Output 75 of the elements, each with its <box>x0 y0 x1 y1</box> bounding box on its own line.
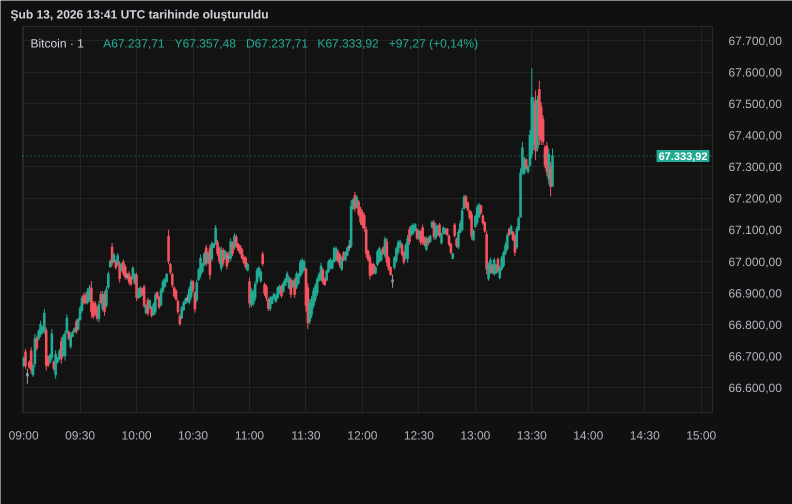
candlestick <box>248 277 251 308</box>
candlestick <box>246 262 249 272</box>
text: Bitcoin · 1 <box>30 36 84 50</box>
candlestick <box>406 234 409 264</box>
annotation: D67.237,71 <box>246 36 308 50</box>
y-tick-label: 67.600,00 <box>728 66 782 80</box>
candlestick <box>391 274 394 288</box>
x-tick-label: 10:30 <box>178 428 208 442</box>
candlestick <box>26 368 29 384</box>
y-tick-label: 67.300,00 <box>728 160 782 174</box>
candlestick <box>178 314 182 326</box>
x-tick-label: 11:30 <box>291 428 321 442</box>
candlestick <box>226 250 228 270</box>
candlestick <box>43 308 46 335</box>
candlestick <box>282 280 285 294</box>
x-tick-label: 13:30 <box>516 428 548 442</box>
y-tick-label: 67.100,00 <box>728 223 782 238</box>
candlestick <box>214 224 217 246</box>
candlestick <box>44 326 48 372</box>
candlestick <box>386 238 388 267</box>
annotation: +97,27 (+0,14%) <box>388 36 478 50</box>
candlestick <box>496 256 500 274</box>
y-tick-label: 67.400,00 <box>728 128 782 143</box>
candlestick <box>472 228 475 242</box>
candlestick <box>180 305 184 320</box>
candlestick <box>350 200 352 249</box>
candlestick <box>524 158 528 170</box>
candlestick <box>90 280 93 318</box>
candlestick <box>261 250 264 267</box>
candlestick <box>69 332 72 350</box>
candlestick <box>280 284 283 298</box>
ref-line-label: 67.333,92 <box>658 151 708 164</box>
candlestick <box>453 222 456 238</box>
candlestick <box>36 335 38 352</box>
annotation: K67.333,92 <box>317 36 380 50</box>
x-tick-label: 13:00 <box>460 428 491 442</box>
candlestick <box>24 348 27 370</box>
candlestick <box>210 240 214 262</box>
x-tick-label: 14:30 <box>630 428 660 442</box>
candlestick <box>408 226 411 246</box>
x-tick-label: 12:30 <box>404 428 434 442</box>
y-tick-label: 66.900,00 <box>728 286 782 300</box>
candlestick <box>480 204 482 216</box>
x-tick-label: 09:00 <box>8 428 39 442</box>
candlestick <box>322 267 324 285</box>
x-tick-label: 14:00 <box>573 428 604 442</box>
candlestick <box>290 277 292 298</box>
y-tick-label: 67.500,00 <box>728 97 782 112</box>
candlestick <box>259 268 262 284</box>
y-tick-label: 66.700,00 <box>728 349 782 364</box>
candlestick <box>165 272 168 284</box>
candlestick <box>208 244 212 280</box>
x-tick-label: 12:00 <box>347 428 378 442</box>
candlestick <box>451 252 454 260</box>
y-tick-label: 67.200,00 <box>728 192 782 206</box>
text: Şub 13, 2026 13:41 UTC tarihinde oluşturuldu <box>10 8 269 22</box>
y-tick-label: 66.600,00 <box>728 380 782 395</box>
candlestick <box>438 222 441 238</box>
x-tick-label: 09:30 <box>65 428 96 442</box>
y-tick-label: 67.000,00 <box>728 254 782 269</box>
x-tick-label: 15:00 <box>686 428 717 442</box>
candlestick <box>235 234 238 249</box>
candlestick <box>348 239 351 252</box>
candlestick <box>154 292 157 315</box>
x-tick-label: 10:00 <box>122 428 152 442</box>
candlestick <box>506 232 509 252</box>
annotation: Y67.357,48 <box>174 36 236 50</box>
y-tick-label: 67.700,00 <box>728 34 782 48</box>
x-tick-label: 11:00 <box>234 428 264 442</box>
annotation: A67.237,71 <box>103 36 165 50</box>
candlestick <box>302 259 306 272</box>
candlestick <box>130 276 132 287</box>
y-tick-label: 66.800,00 <box>728 318 782 332</box>
candlestick <box>124 264 127 280</box>
candlestick <box>244 256 248 270</box>
